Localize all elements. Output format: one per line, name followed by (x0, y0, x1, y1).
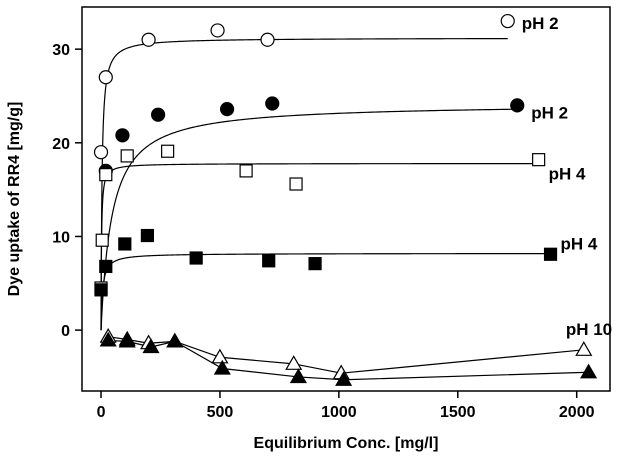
fit-curve (100, 37, 508, 331)
circle-marker (98, 70, 113, 85)
fit-curve (100, 162, 539, 331)
circle-marker (219, 101, 235, 117)
square-marker (140, 228, 155, 243)
series-label: pH 2 (522, 14, 559, 33)
x-tick-label: 500 (207, 404, 234, 421)
y-tick-label: 20 (52, 136, 70, 153)
circle-marker (141, 32, 156, 47)
circle-marker (500, 13, 515, 29)
square-marker (161, 144, 175, 158)
triangle-marker (211, 348, 229, 364)
x-tick-label: 2000 (559, 404, 595, 421)
fit-curve (100, 252, 551, 331)
y-axis-title: Dye uptake of RR4 [mg/g] (6, 102, 23, 297)
triangle-marker (99, 331, 117, 347)
y-tick-label: 30 (52, 42, 70, 59)
circle-marker (93, 145, 109, 160)
square-marker (532, 153, 546, 167)
series-label: pH 2 (531, 103, 568, 122)
x-tick-label: 1500 (440, 404, 476, 421)
fit-curve (100, 108, 518, 331)
x-axis-title: Equilibrium Conc. [mg/l] (254, 435, 439, 452)
series-label: pH 4 (561, 234, 598, 253)
circle-marker (151, 107, 166, 122)
y-tick-label: 10 (52, 229, 70, 246)
series-label: pH 4 (549, 165, 586, 184)
square-marker (120, 149, 134, 163)
triangle-marker (575, 341, 593, 356)
square-marker (262, 254, 276, 268)
triangle-marker (285, 355, 303, 370)
circle-marker (510, 98, 525, 113)
square-marker (189, 251, 203, 265)
triangle-marker (213, 359, 231, 375)
series-labels: pH 2 pH 2 pH 4 pH 4 pH 10 (522, 14, 612, 339)
triangle-marker (142, 338, 160, 354)
circle-marker (260, 32, 275, 47)
square-marker (118, 237, 132, 251)
square-marker (99, 168, 113, 182)
plot-frame (81, 6, 611, 392)
x-tick-label: 0 (97, 404, 106, 421)
axis-ticks: 0 500 1000 1500 2000 0 10 20 30 (52, 42, 594, 421)
circle-marker (265, 96, 280, 111)
square-marker (94, 283, 108, 297)
triangle-marker (335, 371, 353, 386)
square-marker (543, 247, 558, 261)
fit-curves (100, 37, 589, 381)
y-tick-label: 0 (61, 323, 70, 340)
triangle-marker (118, 332, 136, 348)
square-marker (95, 233, 109, 247)
square-marker (308, 257, 322, 271)
square-marker (289, 177, 303, 191)
triangle-marker (289, 368, 307, 384)
triangle-marker (166, 332, 184, 348)
x-tick-label: 1000 (321, 404, 357, 421)
circle-marker (115, 128, 130, 143)
square-marker (99, 259, 113, 274)
data-markers (93, 13, 598, 386)
series-label: pH 10 (566, 320, 612, 339)
triangle-marker (580, 363, 598, 379)
circle-marker (210, 23, 225, 38)
square-marker (239, 164, 253, 178)
